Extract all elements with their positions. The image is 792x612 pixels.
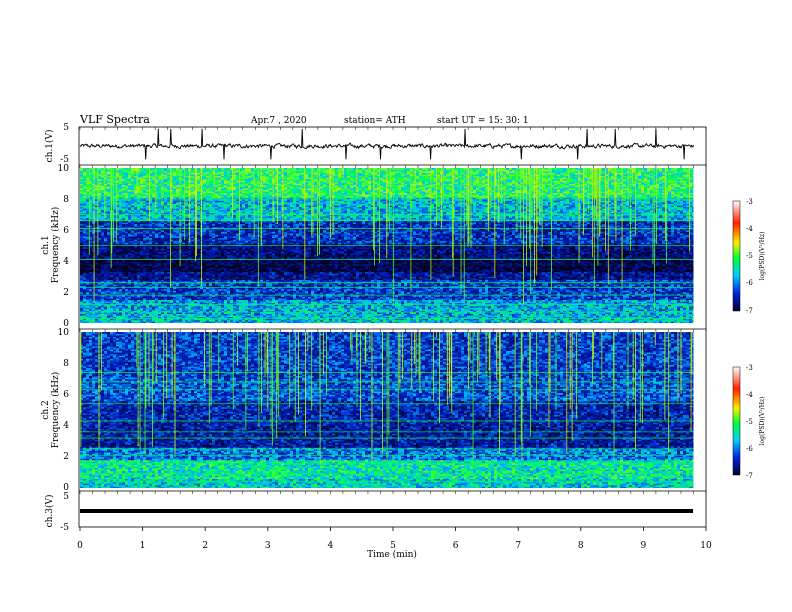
figure-title: VLF Spectra — [79, 113, 150, 126]
station-label: station= ATH — [344, 116, 406, 126]
ch1-waveform-panel: ch.1(V) 5 -5 — [44, 123, 694, 165]
ch1-spec-channel-label: ch.1 — [41, 235, 51, 254]
ch1-spec-ytick-8: 8 — [63, 195, 69, 205]
start-ut-label: start UT = 15: 30: 1 — [437, 116, 529, 126]
ch1-spectrogram-panel: ch.1 Frequency (kHz) 10 8 6 4 2 0 — [41, 164, 706, 329]
ch1-wave-ytick-top: 5 — [63, 123, 69, 133]
ch1-spec-ytick-6: 6 — [63, 226, 69, 236]
ch1-wave-ylabel: ch.1(V) — [44, 130, 55, 163]
ch1-waveform-line — [80, 129, 694, 159]
date-label: Apr.7 , 2020 — [250, 116, 307, 126]
ch1-spectrogram-heatmap — [80, 166, 706, 323]
ch1-spec-ytick-10: 10 — [58, 164, 70, 174]
ch1-spec-ytick-4: 4 — [63, 257, 69, 267]
ch1-spec-ytick-2: 2 — [63, 288, 69, 298]
ch1-spec-ylabel: Frequency (kHz) — [50, 207, 61, 284]
